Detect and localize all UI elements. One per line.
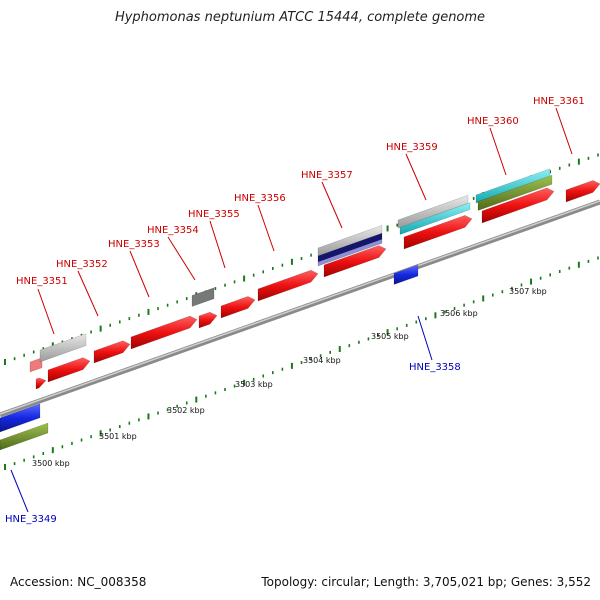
gene-arrow[interactable] xyxy=(323,245,387,278)
tick-rows xyxy=(4,153,599,470)
topology-text: Topology: circular; Length: 3,705,021 bp… xyxy=(261,575,591,589)
accession-text: Accession: NC_008358 xyxy=(10,575,147,589)
gene-label-hne-3352[interactable]: HNE_3352 xyxy=(56,259,108,270)
leader-line xyxy=(209,220,226,269)
gene-arrow[interactable] xyxy=(93,340,131,364)
gene-block[interactable] xyxy=(29,357,43,373)
scale-label-3502: 3502 kbp xyxy=(167,406,205,415)
scale-label-3506: 3506 kbp xyxy=(440,309,478,318)
leader-line xyxy=(555,107,573,155)
gene-block[interactable] xyxy=(399,202,471,235)
gene-arrow[interactable] xyxy=(403,215,473,250)
scale-label-3503: 3503 kbp xyxy=(235,380,273,389)
gene-label-hne-3360[interactable]: HNE_3360 xyxy=(467,116,519,127)
gene-label-hne-3357[interactable]: HNE_3357 xyxy=(301,170,353,181)
gene-label-hne-3356[interactable]: HNE_3356 xyxy=(234,193,286,204)
leader-line xyxy=(257,204,275,252)
label-leaders xyxy=(10,107,573,513)
leader-line xyxy=(489,127,507,176)
gene-label-hne-3349[interactable]: HNE_3349 xyxy=(5,514,57,525)
gene-block[interactable] xyxy=(191,287,215,307)
gene-block[interactable] xyxy=(0,422,49,451)
gene-arrow[interactable] xyxy=(198,311,218,329)
leader-line xyxy=(10,469,29,513)
leader-line xyxy=(167,236,196,281)
scale-label-3504: 3504 kbp xyxy=(303,356,341,365)
gene-block-reverse[interactable] xyxy=(0,403,41,433)
genome-axis xyxy=(0,199,600,418)
gene-block-reverse[interactable] xyxy=(393,264,419,285)
gene-label-hne-3353[interactable]: HNE_3353 xyxy=(108,239,160,250)
scale-label-3507: 3507 kbp xyxy=(509,287,547,296)
leader-line xyxy=(417,315,433,361)
gene-arrow[interactable] xyxy=(47,357,91,383)
scale-label-3500: 3500 kbp xyxy=(32,459,70,468)
leader-line xyxy=(129,250,150,298)
leader-line xyxy=(37,288,55,335)
gene-label-hne-3351[interactable]: HNE_3351 xyxy=(16,276,68,287)
gene-arrow[interactable] xyxy=(565,180,600,203)
leader-line xyxy=(321,181,343,229)
gene-label-hne-3361[interactable]: HNE_3361 xyxy=(533,96,585,107)
gene-label-hne-3358[interactable]: HNE_3358 xyxy=(409,362,461,373)
scale-label-3505: 3505 kbp xyxy=(371,332,409,341)
gene-block[interactable] xyxy=(477,174,553,211)
gene-arrow[interactable] xyxy=(220,296,256,319)
gene-arrow[interactable] xyxy=(130,315,198,350)
gene-block[interactable] xyxy=(317,238,383,267)
gene-block[interactable] xyxy=(397,194,469,229)
gene-label-hne-3359[interactable]: HNE_3359 xyxy=(386,142,438,153)
gene-arrow[interactable] xyxy=(35,377,47,390)
leader-line xyxy=(405,153,427,201)
gene-label-hne-3354[interactable]: HNE_3354 xyxy=(147,225,199,236)
genome-title: Hyphomonas neptunium ATCC 15444, complet… xyxy=(114,10,486,25)
gene-block[interactable] xyxy=(39,333,87,363)
leader-line xyxy=(77,270,99,317)
gene-features xyxy=(0,168,600,451)
scale-label-3501: 3501 kbp xyxy=(99,432,137,441)
gene-label-hne-3355[interactable]: HNE_3355 xyxy=(188,209,240,220)
gene-arrow[interactable] xyxy=(481,187,555,224)
gene-arrow[interactable] xyxy=(257,269,319,302)
